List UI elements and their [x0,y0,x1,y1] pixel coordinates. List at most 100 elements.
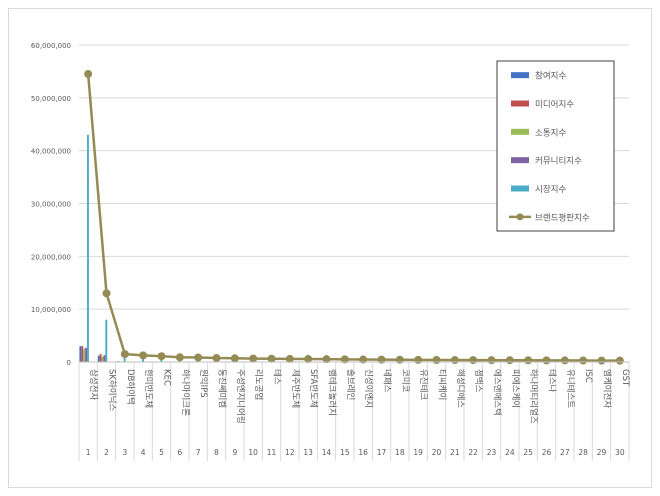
x-tick-label: GST [620,369,630,387]
x-tick-label: ISC [583,369,593,383]
x-tick-label: 동진쎄미켐 [217,369,228,408]
line-point [432,355,441,364]
line-point [102,289,111,298]
line-point [120,350,129,359]
legend-label: 참여지수 [535,71,566,82]
line-point [560,356,569,365]
rank-label: 30 [615,448,625,457]
line-point [267,354,276,363]
line-point [487,356,496,365]
gridlines [79,44,629,363]
rank-label: 7 [196,448,201,457]
y-tick-label: 40,000,000 [31,148,71,156]
rank-label: 11 [267,448,277,457]
rank-label: 16 [358,448,368,457]
line-point [414,355,423,364]
rank-label: 8 [214,448,219,457]
legend-label: 커뮤니티지수 [535,156,582,167]
line-point [524,356,533,365]
line-point [230,354,239,363]
rank-label: 19 [413,448,423,457]
line-point [84,70,93,79]
x-tick-label: 하나마이크론 [180,369,191,416]
legend-label: 시장지수 [535,184,566,195]
bar [97,355,100,362]
x-tick-label: 에스앤에스텍 [492,369,503,416]
line-point [450,356,459,365]
rank-label: 9 [232,448,237,457]
rank-label: 18 [395,448,405,457]
x-tick-label: 피에스케이 [510,369,521,408]
x-tick-label: 신성이엔지 [363,369,374,408]
bar [101,356,104,362]
rank-label: 25 [523,448,533,457]
x-tick-label: 유진테크 [418,369,429,400]
x-axis: 삼성전자 1 SK하이닉스 2 DB하이텍 3 한미반도체 4 KEC 5 하나마이크론 6 원익IPS… [78,361,630,461]
legend-swatch [511,100,529,107]
x-tick-label: 삼성전자 [88,369,99,400]
x-tick-label: 젬백스 [473,369,484,393]
bar [85,347,88,362]
y-tick-label: 60,000,000 [31,42,71,50]
legend-label: 브랜드평판지수 [535,212,590,223]
rank-label: 13 [303,448,313,457]
rank-label: 15 [340,448,350,457]
x-tick-label: 한미반도체 [143,369,154,408]
x-tick-label: 유니테스트 [565,369,576,408]
x-tick-label: 원익IPS [198,369,209,398]
rank-label: 6 [177,448,182,457]
x-tick-label: 엠케이전자 [602,369,613,408]
line-point [597,356,606,365]
legend-swatch [511,185,529,192]
x-tick-label: SK하이닉스 [107,369,118,411]
line-point [249,354,258,363]
line-point [615,356,624,365]
rank-label: 14 [322,448,332,457]
brand-reputation-chart: 0 10,000,000 20,000,000 30,000,000 40,000,00… [31,42,630,461]
rank-label: 3 [122,448,127,457]
bar [79,346,82,362]
y-tick-label: 30,000,000 [31,201,71,209]
bar [123,356,126,362]
line-point [505,356,514,365]
line-point [395,355,404,364]
line-point [139,351,148,360]
bar [103,355,106,362]
x-tick-label: 램테크놀러지 [327,369,338,416]
y-axis: 0 10,000,000 20,000,000 30,000,000 40,000,00… [31,42,71,367]
chart-frame: 0 10,000,000 20,000,000 30,000,000 40,000,00… [8,8,652,488]
bar [81,346,84,362]
rank-label: 17 [377,448,387,457]
bar [105,319,108,362]
y-tick-label: 10,000,000 [31,306,71,314]
legend-swatch [511,128,529,135]
rank-label: 22 [468,448,478,457]
legend-label: 소통지수 [535,128,566,138]
rank-label: 28 [578,448,588,457]
rank-label: 1 [86,448,91,457]
line-point [285,354,294,363]
rank-label: 26 [542,448,552,457]
x-tick-label: KEC [162,369,172,386]
line-point [322,355,331,364]
legend-label: 미디어지수 [535,99,574,110]
x-tick-label: 제주반도체 [290,369,301,408]
legend-swatch [511,157,529,164]
rank-label: 20 [432,448,442,457]
rank-label: 4 [141,448,146,457]
rank-label: 27 [560,448,570,457]
x-tick-label: 테스나 [547,369,557,393]
line-point [175,353,184,362]
legend-swatch [511,72,529,79]
rank-label: 24 [505,448,515,457]
rank-label: 10 [248,448,258,457]
y-tick-label: 20,000,000 [31,253,71,261]
line-point [212,354,221,363]
rank-label: 29 [597,448,607,457]
rank-label: 23 [487,448,497,457]
line-point [469,356,478,365]
bar [87,134,89,362]
x-tick-label: SFA반도체 [308,369,319,408]
y-tick-label: 50,000,000 [31,95,71,103]
